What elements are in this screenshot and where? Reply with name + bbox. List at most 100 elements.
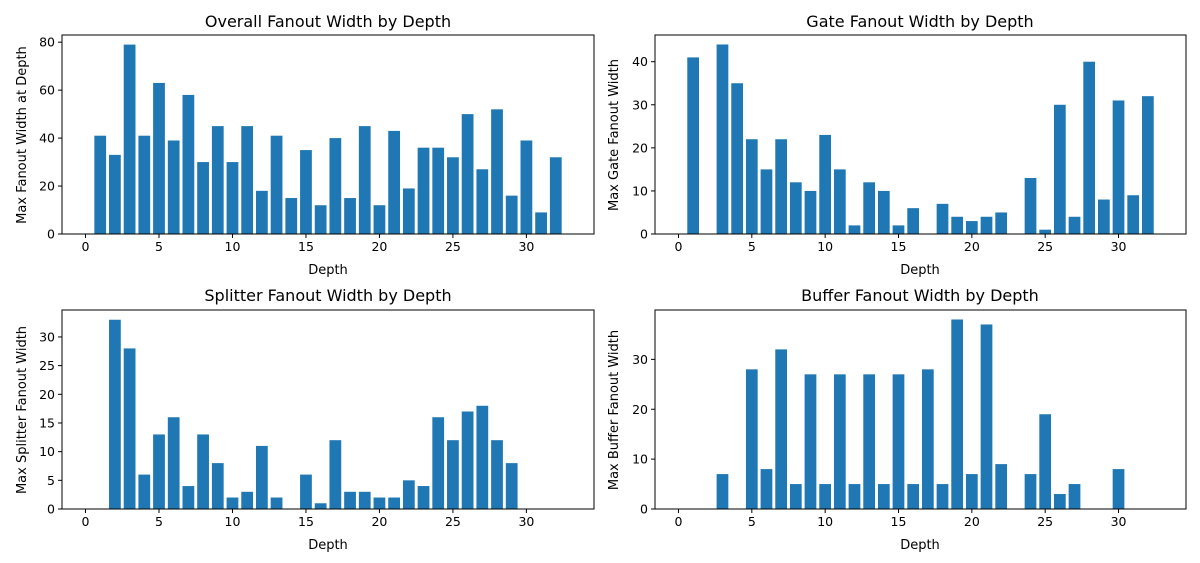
bar	[417, 147, 430, 234]
x-tick-label: 10	[225, 514, 241, 529]
bar	[476, 405, 489, 509]
x-tick-label: 5	[155, 239, 163, 254]
x-axis-label: Depth	[308, 538, 348, 553]
bar	[520, 140, 533, 234]
x-tick-label: 30	[1111, 239, 1127, 254]
x-tick-label: 25	[1037, 239, 1053, 254]
bar	[300, 474, 312, 509]
bar	[965, 221, 978, 234]
bar	[775, 139, 788, 234]
bar	[907, 208, 920, 234]
bar	[138, 135, 151, 234]
y-tick-label: 10	[39, 444, 55, 459]
bar	[804, 374, 817, 509]
chart-title: Gate Fanout Width by Depth	[806, 12, 1033, 31]
bar	[936, 203, 949, 234]
plot-frame	[61, 309, 595, 510]
chart-overall-fanout: Overall Fanout Width by Depth Depth Max …	[15, 12, 595, 278]
bar	[226, 162, 239, 234]
bar	[789, 182, 802, 234]
bar	[167, 140, 180, 234]
bar	[892, 225, 905, 234]
y-tick-label: 0	[640, 227, 648, 242]
y-tick-label: 40	[632, 54, 648, 69]
bar	[936, 484, 949, 509]
bar	[804, 190, 817, 234]
bar	[491, 109, 503, 234]
bar	[965, 474, 978, 509]
bar	[1112, 469, 1125, 509]
bar	[819, 484, 832, 509]
bar	[505, 195, 518, 234]
bar	[863, 374, 876, 509]
x-tick-label: 30	[1111, 514, 1127, 529]
x-tick-label: 20	[371, 239, 387, 254]
bar	[123, 44, 136, 235]
bar	[505, 463, 518, 509]
bar	[760, 469, 773, 509]
y-tick-label: 40	[39, 131, 55, 146]
bar	[1083, 61, 1096, 235]
bar	[476, 169, 489, 234]
y-axis-label: Max Buffer Fanout Width	[607, 330, 622, 490]
x-axis-label: Depth	[900, 263, 940, 278]
y-tick-label: 30	[39, 329, 55, 344]
x-axis-label: Depth	[308, 263, 348, 278]
y-axis-label: Max Fanout Width at Depth	[15, 46, 30, 224]
bar	[745, 139, 758, 234]
bar	[388, 130, 401, 234]
y-tick-label: 25	[39, 358, 55, 373]
bar	[447, 440, 459, 509]
bar	[833, 169, 846, 234]
bar	[329, 138, 342, 234]
bar	[226, 497, 239, 509]
bar	[491, 440, 503, 509]
bar	[716, 474, 729, 509]
bar	[1039, 414, 1052, 509]
x-tick-label: 15	[891, 239, 907, 254]
x-tick-label: 15	[891, 514, 907, 529]
bar	[153, 82, 165, 234]
x-tick-label: 10	[225, 239, 241, 254]
x-tick-label: 25	[1037, 514, 1053, 529]
bar	[182, 94, 195, 234]
bar	[1024, 474, 1037, 509]
bars	[109, 319, 518, 509]
x-tick-label: 15	[298, 239, 314, 254]
y-tick-label: 10	[632, 452, 648, 467]
y-tick-label: 30	[632, 352, 648, 367]
bar	[241, 126, 254, 234]
bar	[432, 147, 445, 234]
bar	[907, 484, 920, 509]
bar	[461, 114, 474, 234]
bar	[848, 484, 861, 509]
x-tick-label: 20	[371, 514, 387, 529]
x-tick-label: 0	[674, 514, 682, 529]
bar	[951, 319, 964, 509]
x-tick-label: 10	[817, 239, 833, 254]
bar	[314, 205, 327, 234]
x-tick-label: 5	[748, 239, 756, 254]
bar	[461, 411, 474, 509]
bar	[1112, 100, 1125, 234]
bar	[549, 157, 562, 234]
bar	[373, 205, 386, 234]
bar	[789, 484, 802, 509]
x-tick-label: 5	[155, 514, 163, 529]
y-tick-label: 0	[640, 502, 648, 517]
x-tick-label: 5	[748, 514, 756, 529]
bar	[123, 348, 136, 509]
bar	[951, 216, 964, 234]
bar	[1141, 96, 1154, 234]
bar	[109, 154, 121, 234]
bar	[388, 497, 401, 509]
bar	[833, 374, 846, 509]
bar	[731, 83, 744, 235]
bar	[417, 486, 430, 509]
bars	[94, 44, 562, 235]
bar	[182, 486, 195, 509]
y-tick-label: 10	[632, 183, 648, 198]
bar	[358, 491, 371, 509]
bar	[211, 126, 224, 234]
bar	[197, 434, 209, 509]
